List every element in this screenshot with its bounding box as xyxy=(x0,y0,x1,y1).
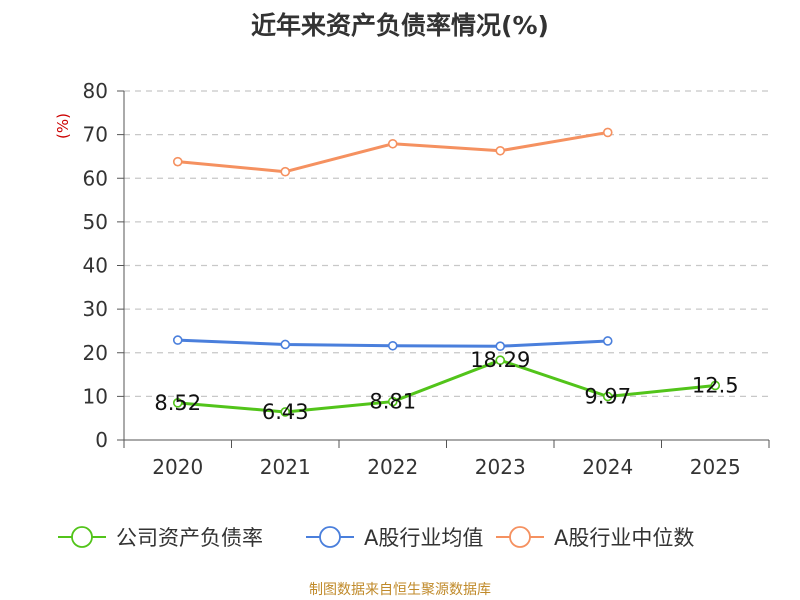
data-point-2-2023 xyxy=(495,145,506,156)
x-tick-label-2025: 2025 xyxy=(690,455,741,479)
legend: 公司资产负债率 A股行业均值 A股行业中位数 xyxy=(58,526,694,550)
data-label-2023: 18.29 xyxy=(470,348,530,372)
legend-marker-2 xyxy=(509,526,531,548)
axes: 0 10 20 30 40 50 60 70 80 (%) 2020 2021 2022 2023 2024… xyxy=(54,79,770,479)
data-point-2-2020 xyxy=(172,156,183,167)
legend-marker-1 xyxy=(319,526,341,548)
grid-lines xyxy=(124,90,769,397)
source-note: 制图数据来自恒生聚源数据库 xyxy=(309,582,491,598)
chart-title: 近年来资产负债率情况(%) xyxy=(251,11,549,40)
data-point-0-2020 xyxy=(172,398,183,408)
data-point-1-2022 xyxy=(387,340,398,351)
data-point-2-2024 xyxy=(602,127,613,138)
data-label-2025: 12.5 xyxy=(692,373,739,397)
series-line-0 xyxy=(177,358,716,414)
y-tick-label-80: 80 xyxy=(83,79,108,103)
data-label-2022: 8.81 xyxy=(369,390,416,414)
series-lines xyxy=(172,127,721,417)
data-point-0-2021 xyxy=(280,407,291,417)
data-point-1-2023 xyxy=(495,341,506,352)
data-point-2-2021 xyxy=(280,166,291,177)
data-point-0-2022 xyxy=(387,396,398,407)
x-tick-label-2024: 2024 xyxy=(582,455,633,479)
legend-label-0: 公司资产负债率 xyxy=(116,526,263,550)
data-point-1-2024 xyxy=(602,336,613,346)
y-tick-label-50: 50 xyxy=(83,210,108,234)
y-tick-label-40: 40 xyxy=(83,254,108,278)
data-labels: 8.52 6.43 8.81 18.29 9.97 12.5 xyxy=(154,348,738,424)
y-tick-label-60: 60 xyxy=(83,166,108,190)
legend-label-2: A股行业中位数 xyxy=(554,526,694,550)
data-label-2020: 8.52 xyxy=(154,391,201,415)
data-point-1-2021 xyxy=(280,339,291,350)
data-label-2024: 9.97 xyxy=(584,385,631,409)
legend-marker-0 xyxy=(71,526,93,548)
y-axis-label: (%) xyxy=(54,113,72,139)
x-tick-label-2020: 2020 xyxy=(152,455,203,479)
data-label-2021: 6.43 xyxy=(262,400,309,424)
legend-label-1: A股行业均值 xyxy=(364,526,483,550)
y-tick-label-10: 10 xyxy=(83,384,108,408)
y-tick-label-0: 0 xyxy=(95,428,108,452)
data-point-0-2023 xyxy=(495,355,506,366)
data-point-0-2025 xyxy=(710,380,721,391)
data-point-1-2020 xyxy=(172,335,183,345)
data-point-0-2024 xyxy=(602,391,613,402)
series-line-2 xyxy=(177,130,609,174)
data-point-2-2022 xyxy=(387,138,398,149)
x-tick-label-2023: 2023 xyxy=(475,455,526,479)
x-tick-label-2022: 2022 xyxy=(367,455,418,479)
y-tick-label-70: 70 xyxy=(83,123,108,147)
x-tick-label-2021: 2021 xyxy=(260,455,311,479)
y-tick-label-30: 30 xyxy=(83,297,108,321)
y-tick-label-20: 20 xyxy=(83,341,108,365)
